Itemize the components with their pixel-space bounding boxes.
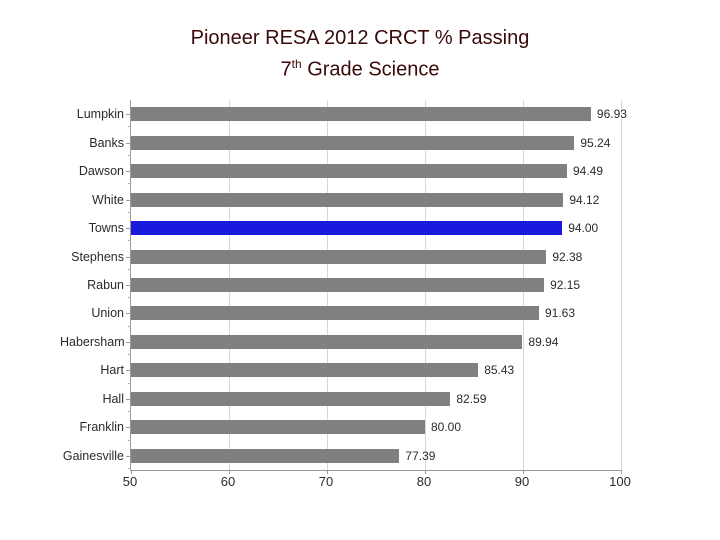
value-label: 82.59 [456,392,486,406]
category-label: Dawson [60,164,124,178]
category-label: White [60,193,124,207]
y-tick-minor [128,240,131,241]
category-label: Towns [60,221,124,235]
x-tick-label: 80 [417,474,431,489]
x-tick-label: 90 [515,474,529,489]
bar [131,306,539,320]
plot-area: 96.9395.2494.4994.1294.0092.3892.1591.63… [130,100,621,471]
value-label: 89.94 [528,335,558,349]
bar [131,363,478,377]
value-label: 92.15 [550,278,580,292]
value-label: 94.12 [569,193,599,207]
category-label: Stephens [60,250,124,264]
y-tick-minor [128,155,131,156]
y-tick-minor [128,383,131,384]
value-label: 85.43 [484,363,514,377]
x-tick-label: 50 [123,474,137,489]
y-tick-minor [128,354,131,355]
y-tick-minor [128,297,131,298]
bar [131,107,591,121]
x-tick-label: 60 [221,474,235,489]
y-tick-minor [128,183,131,184]
value-label: 96.93 [597,107,627,121]
value-label: 94.49 [573,164,603,178]
y-tick-minor [128,468,131,469]
title-line2-prefix: 7 [281,59,292,81]
y-tick-minor [128,212,131,213]
category-label: Banks [60,136,124,150]
bar [131,278,544,292]
category-label: Hart [60,363,124,377]
bar [131,449,399,463]
bar-chart: 96.93 95.24 94.49 94.12 94.00 92.38 92.15 91.63… [60,100,660,520]
value-label: 95.24 [580,136,610,150]
title-line2-rest: Grade Science [302,59,440,81]
y-tick-minor [128,440,131,441]
page: Pioneer RESA 2012 CRCT % Passing 7th Gra… [0,0,720,540]
bar [131,392,450,406]
bar [131,420,425,434]
y-tick-minor [128,411,131,412]
y-tick-minor [128,269,131,270]
value-label: 94.00 [568,221,598,235]
gridline [621,100,622,470]
x-tick-label: 70 [319,474,333,489]
value-label: 77.39 [405,449,435,463]
category-label: Union [60,306,124,320]
y-tick-minor [128,326,131,327]
category-label: Gainesville [60,449,124,463]
bar-highlight [131,221,562,235]
category-label: Hall [60,392,124,406]
value-label: 80.00 [431,420,461,434]
bar [131,193,563,207]
bar [131,250,546,264]
bar [131,164,567,178]
y-tick-minor [128,126,131,127]
bar [131,136,574,150]
bar [131,335,522,349]
value-label: 91.63 [545,306,575,320]
category-label: Lumpkin [60,107,124,121]
chart-title: Pioneer RESA 2012 CRCT % Passing 7th Gra… [0,25,720,83]
title-line1: Pioneer RESA 2012 CRCT % Passing [191,27,530,49]
value-label: 92.38 [552,250,582,264]
category-label: Franklin [60,420,124,434]
x-tick-label: 100 [609,474,631,489]
category-label: Habersham [60,335,124,349]
title-ordinal-sup: th [292,57,302,71]
category-label: Rabun [60,278,124,292]
